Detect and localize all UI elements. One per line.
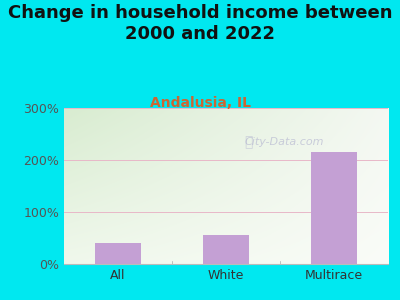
Bar <box>203 236 249 264</box>
Text: City-Data.com: City-Data.com <box>244 137 324 147</box>
Text: Change in household income between
2000 and 2022: Change in household income between 2000 … <box>8 4 392 43</box>
Bar <box>95 243 141 264</box>
Text: Andalusia, IL: Andalusia, IL <box>150 96 250 110</box>
Bar <box>311 152 357 264</box>
Text: ⓘ: ⓘ <box>244 135 253 149</box>
